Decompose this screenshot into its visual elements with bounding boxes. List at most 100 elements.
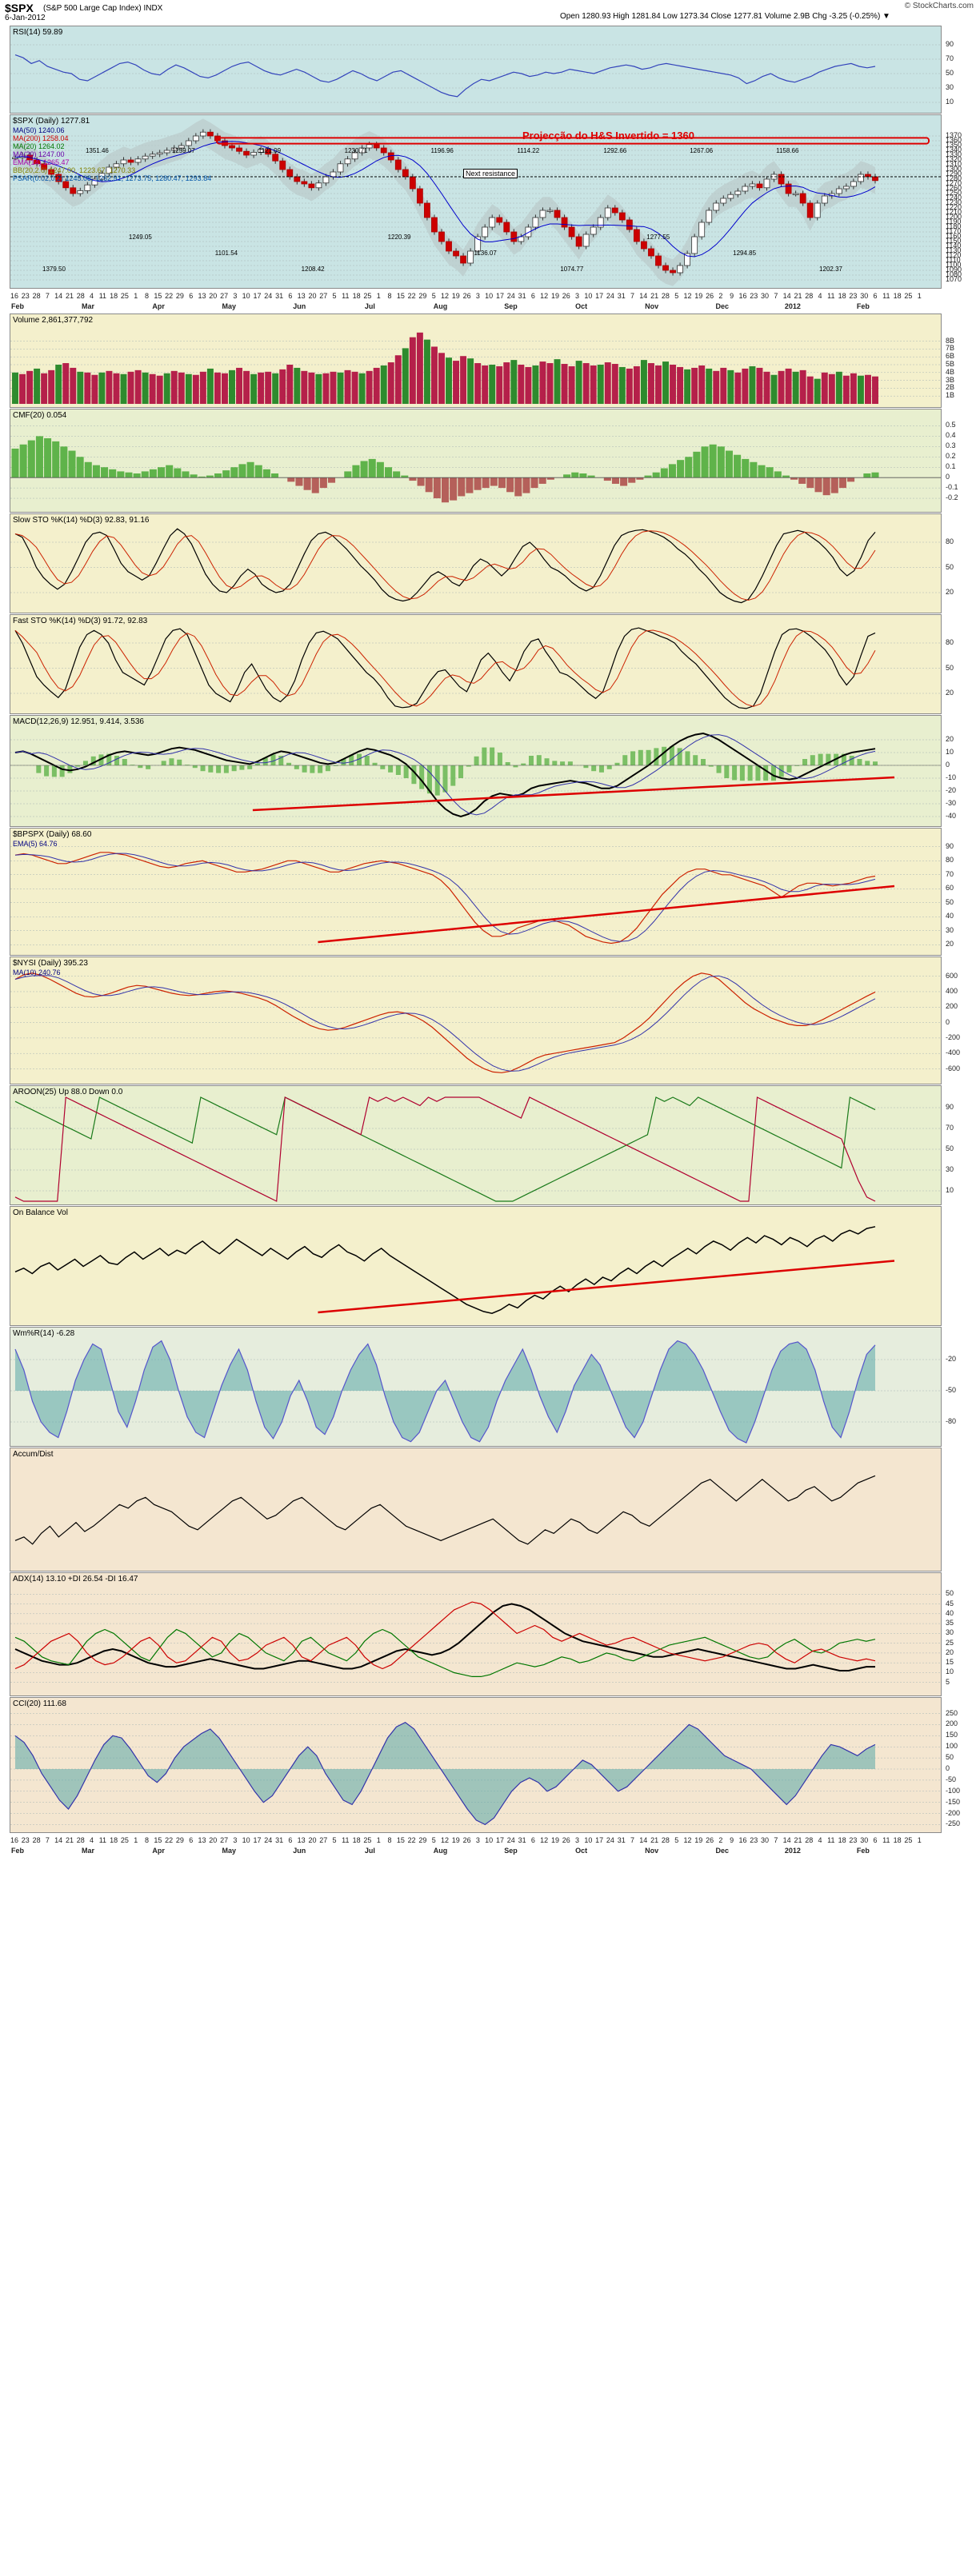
y-tick-label: 20 <box>946 940 954 949</box>
x-tick-day: 18 <box>110 1836 118 1844</box>
trendline <box>318 885 895 944</box>
volume-bar <box>127 371 134 404</box>
y-tick-label: 0.2 <box>946 452 956 461</box>
y-tick-label: 2B <box>946 383 955 392</box>
y-tick-label: 90 <box>946 1103 954 1111</box>
y-tick-label: 1160 <box>946 232 962 240</box>
panel-title: $BPSPX (Daily) 68.60 <box>13 830 92 839</box>
candle-body <box>749 183 756 187</box>
y-tick-label: 80 <box>946 537 954 545</box>
volume-bar <box>489 365 496 404</box>
x-tick-day: 7 <box>630 1836 635 1844</box>
symbol-description: (S&P 500 Large Cap Index) INDX <box>43 4 163 13</box>
x-tick-day: 13 <box>297 292 306 300</box>
candle-body <box>438 231 445 242</box>
candle-body <box>70 187 77 194</box>
volume-bar <box>344 369 351 404</box>
macd-histogram-bar <box>567 761 573 765</box>
candle-body <box>380 147 387 154</box>
x-tick-day: 12 <box>540 1836 549 1844</box>
y-axis-9: 10 30 50 70 90 <box>946 1085 979 1205</box>
x-tick-month: 2012 <box>784 302 801 310</box>
y-tick-label: 90 <box>946 40 954 48</box>
y-tick-label: 200 <box>946 1719 958 1728</box>
cmf-bar <box>433 477 441 499</box>
candle-body <box>720 198 727 204</box>
candle-body <box>626 219 633 230</box>
candle-body <box>207 131 214 137</box>
y-tick-label: 1200 <box>946 213 962 221</box>
cmf-bar <box>838 477 846 489</box>
candle-body <box>279 160 286 170</box>
candle-body <box>706 210 713 223</box>
x-tick-day: 5 <box>674 292 679 300</box>
candle-body <box>785 183 792 194</box>
x-tick-day: 24 <box>506 1836 515 1844</box>
x-tick-day: 8 <box>145 292 150 300</box>
candle-body <box>55 174 62 182</box>
y-tick-label: 1290 <box>946 170 962 178</box>
x-tick-day: 27 <box>220 1836 229 1844</box>
cmf-bar <box>230 467 238 478</box>
candle-body <box>496 217 503 223</box>
x-tick-day: 5 <box>332 292 337 300</box>
panel-plot <box>10 1713 941 1826</box>
x-tick-day: 6 <box>288 292 293 300</box>
volume-bar <box>814 378 821 404</box>
cmf-bar <box>782 475 790 478</box>
macd-histogram-bar <box>262 757 268 765</box>
cmf-bar <box>190 474 198 478</box>
x-tick-day: 8 <box>387 292 392 300</box>
y-tick-label: -20 <box>946 1355 957 1363</box>
macd-histogram-bar <box>739 765 745 781</box>
y-tick-label: 1190 <box>946 218 962 226</box>
volume-bar <box>409 337 416 404</box>
cmf-bar <box>522 477 530 493</box>
cmf-bar <box>620 477 628 486</box>
macd-histogram-bar <box>513 765 518 768</box>
x-tick-day: 15 <box>154 292 162 300</box>
candle-body <box>698 222 706 238</box>
y-tick-label: -0.2 <box>946 493 958 502</box>
y-tick-label: 50 <box>946 562 954 571</box>
x-tick-day: 28 <box>805 292 814 300</box>
y-axis-7: 20 30 40 50 60 70 80 90 <box>946 828 979 956</box>
macd-histogram-bar <box>591 765 597 772</box>
x-tick-day: 1 <box>134 292 138 300</box>
candle-body <box>286 169 294 178</box>
macd-histogram-bar <box>482 747 487 765</box>
price-label: 1259.07 <box>171 147 195 154</box>
macd-histogram-bar <box>44 765 50 777</box>
y-tick-label: 30 <box>946 925 954 934</box>
y-tick-label: 0 <box>946 473 950 481</box>
x-tick-day: 11 <box>98 292 107 300</box>
hs-projection-box <box>216 137 930 145</box>
candle-body <box>446 241 452 252</box>
x-tick-month: Feb <box>856 302 870 310</box>
price-label: 1158.66 <box>776 147 799 154</box>
cmf-bar <box>311 477 319 493</box>
x-tick-day: 21 <box>794 1836 802 1844</box>
price-label: 1114.22 <box>517 147 540 154</box>
macd-histogram-bar <box>849 756 854 765</box>
y-tick-label: 70 <box>946 54 954 62</box>
panel-aroon-25-: AROON(25) Up 88.0 Down 0.0 <box>10 1085 942 1205</box>
y-tick-label: -40 <box>946 812 957 820</box>
x-tick-day: 21 <box>65 1836 74 1844</box>
panel-title: RSI(14) 59.89 <box>13 28 63 37</box>
candle-body <box>34 159 41 165</box>
panel-plot <box>10 627 941 709</box>
cmf-bar <box>603 477 611 481</box>
cmf-bar <box>246 461 254 478</box>
y-tick-label: 60 <box>946 884 954 893</box>
y-axis-8: -600 -400 -200 0 200 400 600 <box>946 957 979 1084</box>
x-tick-day: 31 <box>275 292 284 300</box>
volume-bar <box>727 369 734 404</box>
x-tick-month: Apr <box>152 1847 165 1855</box>
candle-body <box>604 207 611 218</box>
y-axis-14: -250 -200 -150 -100 -50 0 50 100 150 200 250 <box>946 1697 979 1833</box>
y-tick-label: 30 <box>946 83 954 91</box>
y-tick-label: 40 <box>946 1608 954 1617</box>
x-tick-month: Feb <box>10 1847 25 1855</box>
x-tick-day: 15 <box>396 1836 405 1844</box>
